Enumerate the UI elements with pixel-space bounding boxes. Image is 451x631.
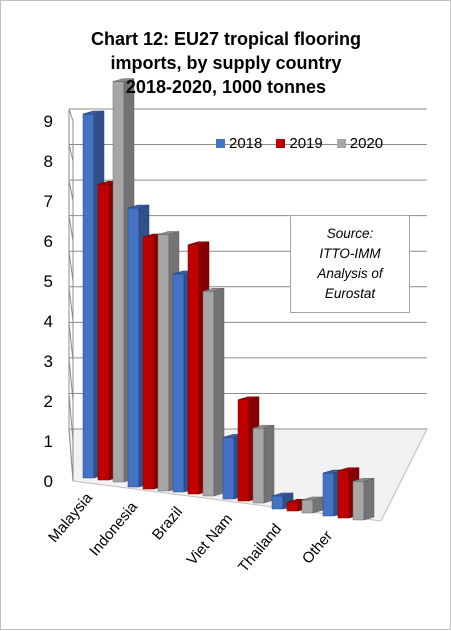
bar-viet-nam-2020-top bbox=[252, 424, 275, 429]
chart-title: Chart 12: EU27 tropical flooring imports… bbox=[31, 27, 421, 99]
bar-indonesia-2020-top bbox=[157, 231, 180, 235]
bar-other-2020-side bbox=[363, 477, 375, 521]
x-tick-label-brazil: Brazil bbox=[149, 504, 186, 544]
bar-brazil-2020-top bbox=[202, 288, 225, 292]
bar-brazil-2020-side bbox=[213, 287, 225, 497]
side-gridline bbox=[68, 251, 74, 282]
bar-viet-nam-2019-top bbox=[237, 396, 260, 401]
side-gridline bbox=[68, 108, 74, 122]
bar-thailand-2020-front bbox=[301, 499, 314, 514]
legend-item-2018: 2018 bbox=[216, 135, 262, 152]
source-note: Source: ITTO-IMM Analysis of Eurostat bbox=[290, 215, 410, 313]
legend: 2018 2019 2020 bbox=[216, 135, 383, 152]
bar-viet-nam-2020-front bbox=[252, 427, 265, 504]
y-tick-label-1: 1 bbox=[44, 432, 53, 451]
y-tick-label-3: 3 bbox=[44, 352, 53, 371]
x-tick-label-malaysia: Malaysia bbox=[45, 489, 96, 546]
side-gridline bbox=[68, 357, 74, 402]
side-gridline bbox=[68, 428, 74, 482]
legend-label-2019: 2019 bbox=[289, 135, 323, 152]
bar-malaysia-2018-front bbox=[82, 113, 95, 479]
bar-thailand-2019-front bbox=[286, 502, 299, 512]
side-gridline bbox=[68, 286, 74, 322]
side-gridline bbox=[68, 180, 74, 202]
bar-indonesia-2020-front bbox=[157, 234, 170, 492]
legend-label-2020: 2020 bbox=[349, 135, 384, 152]
bar-brazil-2019-front bbox=[187, 244, 200, 495]
legend-item-2019: 2019 bbox=[276, 135, 323, 152]
chart-title-line-3: 2018-2020, 1000 tonnes bbox=[125, 77, 327, 97]
side-gridline bbox=[68, 215, 74, 242]
bar-malaysia-2018-top bbox=[82, 110, 105, 115]
legend-item-2020: 2020 bbox=[336, 135, 384, 152]
bar-brazil-2019-top bbox=[187, 241, 210, 246]
bar-indonesia-2018-top bbox=[127, 204, 150, 209]
side-gridline bbox=[68, 322, 74, 362]
legend-swatch-2020 bbox=[336, 139, 346, 148]
legend-swatch-2018 bbox=[216, 139, 225, 148]
bar-brazil-2020-front bbox=[202, 291, 215, 497]
side-gridline bbox=[68, 393, 74, 442]
side-gridline bbox=[68, 144, 74, 162]
source-line-1: Source: bbox=[326, 226, 374, 241]
y-tick-label-4: 4 bbox=[44, 312, 53, 331]
bar-thailand-2018-front bbox=[271, 495, 284, 510]
bar-other-2020-front bbox=[352, 481, 365, 521]
source-line-3: Analysis of bbox=[317, 266, 383, 281]
x-tick-label-thailand: Thailand bbox=[235, 521, 285, 576]
bar-viet-nam-2020-side bbox=[263, 424, 275, 504]
x-tick-label-viet-nam: Viet Nam bbox=[184, 511, 237, 569]
y-tick-label-2: 2 bbox=[44, 392, 53, 411]
bar-brazil-2018-front bbox=[172, 273, 185, 493]
bar-other-2020-top bbox=[352, 478, 375, 482]
x-tick-label-indonesia: Indonesia bbox=[86, 498, 141, 559]
bar-other-2019-top bbox=[337, 467, 360, 471]
y-tick-label-8: 8 bbox=[44, 152, 53, 171]
bar-malaysia-2020-top bbox=[112, 78, 135, 82]
y-tick-label-9: 9 bbox=[44, 112, 53, 131]
bar-other-2019-front bbox=[337, 470, 350, 519]
y-tick-label-0: 0 bbox=[44, 472, 53, 491]
bar-indonesia-2018-front bbox=[127, 207, 140, 488]
legend-label-2018: 2018 bbox=[229, 135, 263, 152]
bar-thailand-2018-top bbox=[271, 492, 294, 497]
y-tick-label-6: 6 bbox=[44, 232, 53, 251]
bar-malaysia-2020-front bbox=[112, 81, 125, 483]
chart-title-line-1: Chart 12: EU27 tropical flooring bbox=[90, 29, 362, 49]
y-tick-label-5: 5 bbox=[44, 272, 53, 291]
bar-malaysia-2019-front bbox=[97, 184, 110, 481]
legend-swatch-2019 bbox=[276, 139, 286, 148]
bar-viet-nam-2019-front bbox=[237, 399, 250, 502]
bar-viet-nam-2018-front bbox=[222, 437, 235, 500]
source-line-4: Eurostat bbox=[324, 286, 376, 301]
chart-title-line-2: imports, by supply country bbox=[110, 53, 342, 73]
bar-indonesia-2019-front bbox=[142, 236, 155, 490]
x-tick-label-other: Other bbox=[299, 528, 336, 568]
source-line-2: ITTO-IMM bbox=[319, 246, 381, 261]
bar-other-2018-front bbox=[322, 472, 335, 517]
y-tick-label-7: 7 bbox=[44, 192, 53, 211]
